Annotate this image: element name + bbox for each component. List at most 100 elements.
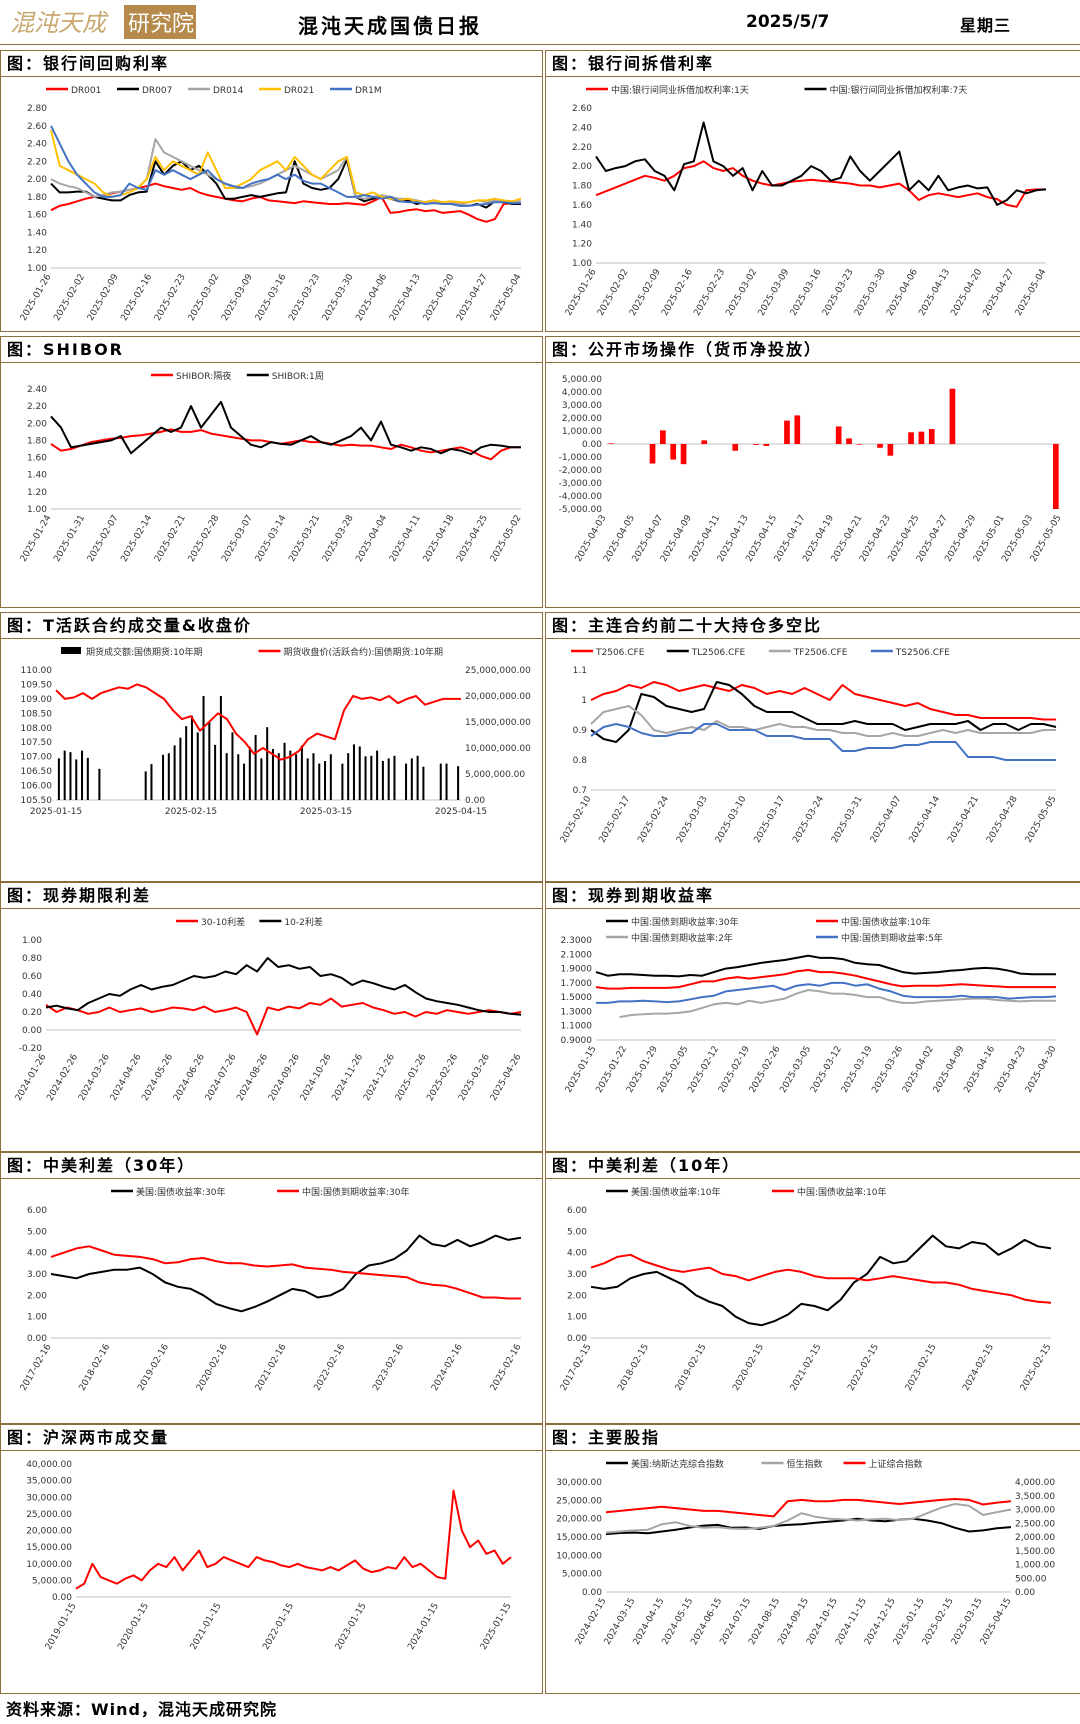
x-tick-label: 2025-02-16 <box>119 272 154 323</box>
y-tick-label: 2.60 <box>27 122 47 132</box>
x-tick-label: 2024-06-26 <box>172 1052 207 1103</box>
y-tick-label: 1.40 <box>572 220 592 230</box>
y-tick-label: 2.20 <box>27 402 47 412</box>
y-tick-label: 4,000.00 <box>562 388 602 398</box>
y-tick-label: 25,000.00 <box>556 1496 602 1506</box>
panel-cn-us-10y: 图：中美利差（10年） 美国:国债收益率:10年 中国:国债收益率:10年 6.00… <box>545 1152 1080 1424</box>
x-tick-label: 2020-01-15 <box>116 1602 151 1652</box>
bar <box>608 443 615 444</box>
legend-label: 中国:国债收益率:10年 <box>797 1186 887 1198</box>
series-line <box>595 969 1056 990</box>
x-tick-label: 2017-02-16 <box>19 1342 54 1393</box>
y-tick-label-right: 1,500.00 <box>1015 1547 1055 1557</box>
bar <box>422 766 425 800</box>
x-tick-label: 2025-04-14 <box>908 794 943 845</box>
x-tick-label: 2024-09-26 <box>267 1052 302 1103</box>
bar <box>190 715 193 800</box>
y-tick-label: 0.80 <box>22 954 42 964</box>
y-tick-label: 2.00 <box>27 175 47 185</box>
x-tick-label: 2022-02-15 <box>846 1343 881 1393</box>
y-tick-label: 10,000.00 <box>26 1560 72 1570</box>
bar <box>908 432 914 444</box>
x-tick-label: 2025-03-05 <box>778 1045 813 1095</box>
y-tick-label: 1.60 <box>27 211 47 221</box>
x-tick-label: 2025-02-16 <box>489 1342 524 1393</box>
x-tick-label: 2025-04-18 <box>422 513 457 564</box>
series-line <box>590 705 1056 737</box>
bar <box>439 763 442 800</box>
y-tick-label: 2.40 <box>27 140 47 150</box>
x-tick-label: 2025-02-15 <box>165 807 217 817</box>
legend-label: 中国:国债到期收益率:5年 <box>841 932 943 944</box>
y-tick-label: 108.50 <box>21 709 53 719</box>
x-tick-label: 2024-01-15 <box>406 1602 441 1652</box>
bar <box>208 722 211 800</box>
x-tick-label: 2025-03-02 <box>724 268 759 318</box>
y-tick-label-right: 3,000.00 <box>1015 1506 1055 1516</box>
legend-label: DR021 <box>284 86 314 96</box>
x-tick-label: 2025-02-17 <box>598 795 633 845</box>
x-tick-label: 2025-02-05 <box>656 1045 691 1095</box>
legend-label: T2506.CFE <box>595 648 645 658</box>
bar <box>445 763 448 800</box>
series-line <box>605 1517 1012 1536</box>
y-tick-label: 0.00 <box>582 1588 602 1598</box>
y-tick-label: 2.00 <box>27 419 47 429</box>
y-tick-label: 3.00 <box>567 1270 587 1280</box>
series-line <box>50 400 521 456</box>
y-tick-label: 5,000.00 <box>32 1576 72 1586</box>
y-tick-label: -2,000.00 <box>559 466 603 476</box>
x-tick-label: 2025-04-11 <box>388 514 423 564</box>
legend-label: DR007 <box>142 86 172 96</box>
x-tick-label: 2025-03-28 <box>321 513 356 564</box>
x-tick-label: 2024-08-26 <box>235 1052 270 1103</box>
y-tick-label: 15,000.00 <box>26 1543 72 1553</box>
bar <box>329 754 332 800</box>
y-tick-label: 0.40 <box>22 990 42 1000</box>
x-tick-label: 2025-02-07 <box>86 514 121 564</box>
x-tick-label: 2025-03-10 <box>714 794 749 845</box>
series-line <box>590 1253 1052 1304</box>
x-tick-label: 2025-03-23 <box>821 268 856 318</box>
panel-title: 图：沪深两市成交量 <box>1 1425 542 1451</box>
legend-label: DR1M <box>355 86 382 96</box>
chart-omo: 5,000.00 4,000.00 3,000.00 2,000.00 1,000.00… <box>559 375 1064 564</box>
y-tick-label: 1.40 <box>27 471 47 481</box>
x-tick-label: 2025-04-02 <box>901 1045 936 1095</box>
bar <box>670 444 677 460</box>
bar <box>887 444 894 456</box>
legend-label: SHIBOR:隔夜 <box>176 370 231 382</box>
bar <box>877 444 883 448</box>
y-tick-label: 0.00 <box>22 1026 42 1036</box>
y-tick-label: 2.00 <box>572 162 592 172</box>
x-tick-label: 2025-03-09 <box>220 272 255 323</box>
x-tick-label: 2021-01-15 <box>189 1602 224 1652</box>
chart-interbank-rate: 中国:银行间同业拆借加权利率:1天 中国:银行间同业拆借加权利率:7天 2.60 2.… <box>564 84 1049 318</box>
bar <box>69 752 72 800</box>
x-tick-label: 2018-02-15 <box>616 1343 651 1393</box>
chart-cn-us-30y: 美国:国债收益率:30年 中国:国债到期收益率:30年 6.00 5.00 4.00 3.… <box>19 1186 524 1393</box>
y-tick-label: -5,000.00 <box>559 505 603 515</box>
bar <box>306 758 309 800</box>
y-tick-label: 0.9000 <box>561 1036 593 1046</box>
bar <box>86 757 89 800</box>
bar <box>660 430 666 444</box>
x-tick-label: 2025-03-02 <box>187 273 222 323</box>
x-tick-label: 2025-01-26 <box>564 267 599 318</box>
y-tick-label: 40,000.00 <box>26 1460 72 1470</box>
series-line <box>45 997 522 1036</box>
series-line <box>50 125 521 207</box>
panel-title: 图：现券期限利差 <box>1 883 542 909</box>
x-tick-label: 2025-04-20 <box>422 272 457 323</box>
bar <box>81 750 84 800</box>
bar <box>266 727 269 800</box>
panel-market-turnover: 图：沪深两市成交量 40,000.00 35,000.00 30,000.00 25,… <box>0 1424 543 1694</box>
panel-stock-indices: 图：主要股指 美国:纳斯达克综合指数 恒生指数 上证综合指数 30,000.00 25,… <box>545 1424 1080 1694</box>
y-tick-label: 1.1 <box>573 666 587 676</box>
panel-title: 图：公开市场操作（货币净投放） <box>546 337 1080 363</box>
panel-title: 图：主要股指 <box>546 1425 1080 1451</box>
y-tick-label: 1.00 <box>567 1313 587 1323</box>
bar <box>732 444 739 451</box>
x-tick-label: 2025-03-07 <box>220 514 255 564</box>
